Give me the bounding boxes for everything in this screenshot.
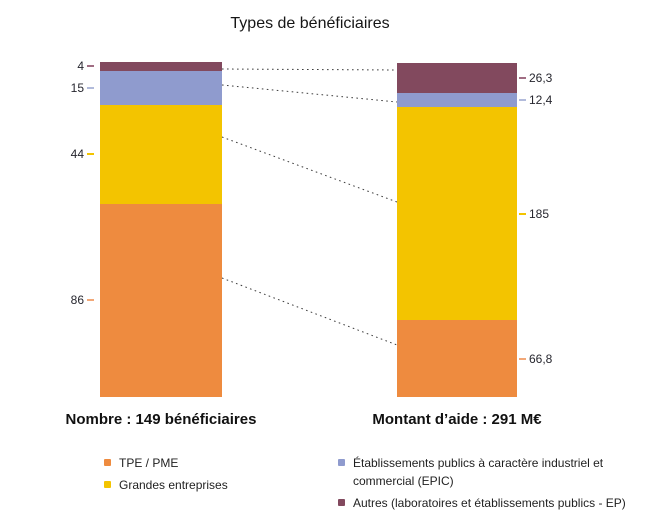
legend-column-left: TPE / PME Grandes entreprises	[104, 454, 314, 498]
legend-column-right: Établissements publics à caractère indus…	[338, 454, 650, 516]
connector-line	[221, 277, 398, 346]
tick-dash	[519, 212, 526, 215]
tick-epic: 12,4	[519, 93, 552, 107]
tick-value: 12,4	[529, 93, 553, 108]
bar-segment-tpe_pme	[100, 203, 222, 397]
bar-segment-tpe_pme	[397, 320, 517, 397]
bar-segment-epic	[100, 70, 222, 105]
legend-label-grandes_entreprises: Grandes entreprises	[119, 478, 228, 492]
legend-swatch-epic	[338, 459, 345, 466]
tick-dash	[519, 99, 526, 102]
legend-item-autres: Autres (laboratoires et établissements p…	[338, 494, 650, 512]
tick-value: 26,3	[529, 71, 553, 86]
tick-value: 4	[77, 59, 84, 74]
tick-tpe_pme: 66,8	[519, 352, 552, 366]
tick-dash	[87, 153, 94, 156]
connector-line	[221, 84, 398, 103]
tick-dash	[87, 65, 94, 68]
legend-item-tpe_pme: TPE / PME	[104, 454, 314, 472]
legend-swatch-grandes_entreprises	[104, 481, 111, 488]
tick-autres: 4	[36, 59, 94, 73]
legend-label-tpe_pme: TPE / PME	[119, 456, 179, 470]
bar-nombre	[100, 62, 222, 397]
tick-epic: 15	[36, 81, 94, 95]
legend-item-grandes_entreprises: Grandes entreprises	[104, 476, 314, 494]
legend-label-epic: Établissements publics à caractère indus…	[353, 456, 604, 488]
legend-swatch-tpe_pme	[104, 459, 111, 466]
tick-value: 44	[70, 147, 84, 162]
bar-segment-autres	[100, 62, 222, 71]
chart-title: Types de bénéficiaires	[230, 15, 390, 32]
tick-grandes_entreprises: 185	[519, 207, 549, 221]
tick-value: 86	[70, 293, 84, 308]
tick-value: 15	[70, 80, 84, 95]
bar-segment-grandes_entreprises	[100, 104, 222, 204]
legend-swatch-autres	[338, 499, 345, 506]
tick-dash	[519, 357, 526, 360]
tick-dash	[87, 299, 94, 302]
tick-value: 66,8	[529, 351, 553, 366]
legend-label-autres: Autres (laboratoires et établissements p…	[353, 496, 626, 510]
tick-autres: 26,3	[519, 71, 552, 85]
bar-segment-autres	[397, 63, 517, 94]
bar-segment-epic	[397, 93, 517, 108]
axis-label-nombre: Nombre : 149 bénéficiaires	[65, 411, 257, 428]
tick-grandes_entreprises: 44	[36, 147, 94, 161]
connector-line	[221, 68, 398, 71]
bar-montant	[397, 63, 517, 397]
legend-item-epic: Établissements publics à caractère indus…	[338, 454, 650, 490]
bar-segment-grandes_entreprises	[397, 107, 517, 321]
tick-dash	[87, 86, 94, 89]
tick-dash	[519, 77, 526, 80]
tick-value: 185	[529, 206, 550, 221]
tick-tpe_pme: 86	[36, 293, 94, 307]
connector-line	[221, 136, 398, 203]
axis-label-montant: Montant d’aide : 291 M€	[372, 411, 542, 428]
